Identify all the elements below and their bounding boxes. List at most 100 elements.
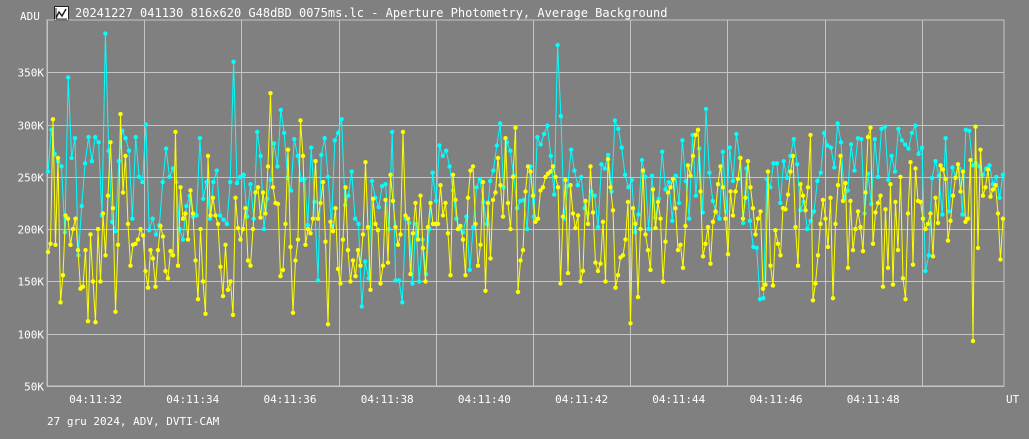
data-point <box>973 124 978 129</box>
data-point <box>673 173 678 178</box>
data-point <box>590 210 596 215</box>
data-point <box>339 117 344 122</box>
data-point <box>45 249 51 255</box>
data-point <box>818 170 823 175</box>
data-point <box>444 148 449 153</box>
data-point <box>103 31 108 36</box>
data-point <box>268 91 273 96</box>
data-point <box>143 122 149 127</box>
data-point <box>765 169 771 174</box>
data-point <box>363 259 368 264</box>
data-point <box>655 199 661 205</box>
data-point <box>204 179 209 185</box>
data-point <box>438 183 443 188</box>
data-point <box>993 183 998 188</box>
data-point <box>790 153 796 159</box>
data-point <box>633 221 638 227</box>
data-point <box>98 279 103 284</box>
data-point <box>500 214 506 219</box>
data-point <box>855 209 861 214</box>
data-point <box>58 300 63 305</box>
data-point <box>995 211 1001 216</box>
data-point <box>258 153 263 159</box>
data-point <box>579 174 584 180</box>
data-point <box>140 179 145 185</box>
data-point <box>735 176 741 182</box>
data-point <box>477 176 483 182</box>
data-point <box>168 248 173 254</box>
data-point <box>638 226 643 232</box>
data-point <box>960 212 965 217</box>
data-point <box>234 180 240 186</box>
data-point <box>153 232 159 237</box>
data-point <box>312 199 317 205</box>
data-point <box>879 126 884 131</box>
data-point <box>688 173 693 178</box>
data-point <box>525 164 531 169</box>
data-point <box>751 244 756 250</box>
data-point <box>484 221 489 227</box>
data-point <box>783 207 788 212</box>
data-point <box>376 205 381 210</box>
data-point <box>741 220 746 226</box>
data-point <box>889 153 894 159</box>
data-point <box>693 193 699 198</box>
data-point <box>480 179 486 185</box>
data-point <box>670 176 676 182</box>
data-point <box>525 226 530 232</box>
data-point <box>513 125 518 130</box>
data-point <box>230 312 236 318</box>
data-point <box>888 182 893 187</box>
data-point <box>913 123 918 128</box>
data-point <box>453 197 458 203</box>
data-point <box>757 297 763 302</box>
data-point <box>390 198 396 204</box>
data-point <box>572 168 577 173</box>
data-point <box>988 194 993 199</box>
data-point <box>967 128 972 133</box>
data-point <box>893 199 898 205</box>
data-point <box>467 267 472 273</box>
data-point <box>238 174 243 180</box>
data-point <box>173 129 178 135</box>
data-point <box>878 193 883 198</box>
data-point <box>356 221 361 227</box>
data-point <box>768 185 773 190</box>
data-point <box>75 247 81 253</box>
data-point <box>315 278 321 283</box>
data-point <box>600 219 606 224</box>
title-bar: 20241227_041130_816x620_G48dBD_0075ms.lc… <box>54 4 667 22</box>
data-point <box>183 211 188 216</box>
data-point <box>665 190 671 195</box>
data-point <box>555 185 561 190</box>
x-tick-label: 04:11:38 <box>361 393 414 406</box>
data-point <box>673 206 678 211</box>
data-point <box>753 232 758 237</box>
data-point <box>238 237 243 242</box>
data-point <box>560 214 566 219</box>
data-point <box>163 268 168 274</box>
data-point <box>660 149 665 154</box>
data-point <box>707 170 712 175</box>
data-point <box>88 232 93 237</box>
series-1 <box>45 31 1006 309</box>
data-point <box>113 229 118 234</box>
data-point <box>923 226 928 232</box>
data-point <box>733 189 738 194</box>
data-point <box>470 164 476 169</box>
data-point <box>683 223 688 229</box>
data-point <box>263 211 268 216</box>
data-point <box>205 153 211 159</box>
data-point <box>275 201 281 207</box>
data-point <box>328 219 333 224</box>
data-point <box>997 195 1002 200</box>
data-point <box>771 161 776 166</box>
data-point <box>670 218 675 223</box>
data-point <box>440 153 445 159</box>
y-tick-label: 150K <box>18 276 45 289</box>
data-point <box>720 149 726 154</box>
data-point <box>950 193 956 198</box>
data-point <box>697 146 702 151</box>
data-point <box>908 160 913 165</box>
